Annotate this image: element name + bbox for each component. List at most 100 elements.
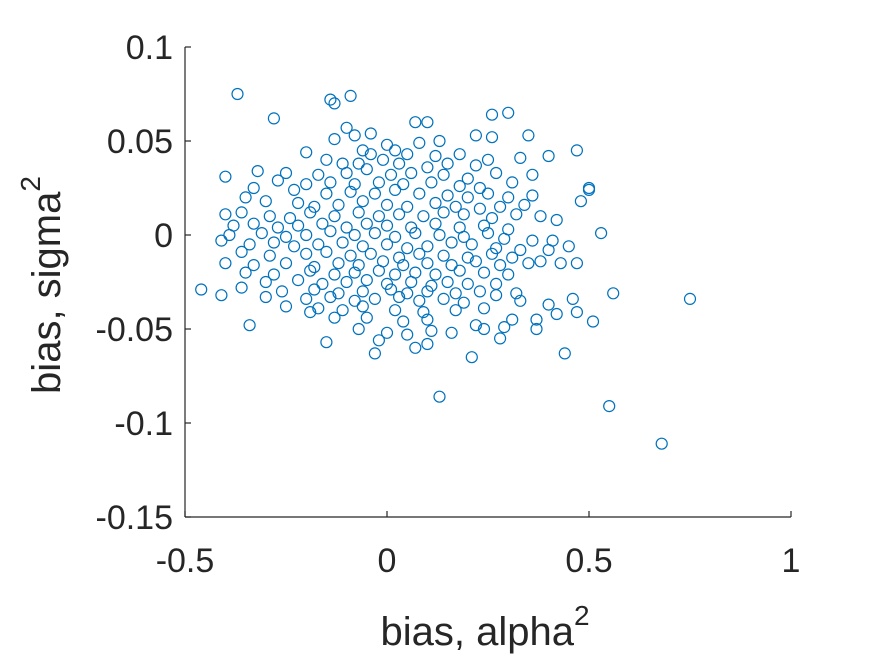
y-tick-label: -0.15 (96, 499, 174, 537)
data-point (469, 255, 482, 268)
data-point (308, 283, 321, 296)
data-point (380, 138, 394, 151)
y-tick-label: 0.05 (107, 123, 173, 161)
data-point (485, 247, 499, 260)
data-point (502, 191, 515, 204)
data-point (340, 275, 353, 289)
data-point (360, 163, 373, 176)
data-point (348, 266, 361, 279)
data-point (352, 259, 365, 272)
data-point (372, 176, 385, 189)
data-point (231, 87, 244, 101)
data-point (461, 277, 474, 290)
data-point (364, 247, 377, 260)
data-point (445, 326, 458, 339)
data-point (526, 168, 539, 181)
data-point (304, 264, 317, 277)
data-point (494, 332, 507, 345)
data-point (453, 180, 466, 193)
x-axis-label-superscript: 2 (574, 600, 590, 631)
data-point (348, 228, 361, 242)
x-tick-label: 1 (782, 542, 801, 580)
data-point (263, 210, 276, 223)
data-point (437, 168, 450, 181)
x-axis-label-text: bias, alpha (380, 610, 574, 654)
data-point (401, 200, 414, 213)
data-point (340, 221, 353, 234)
data-point (316, 277, 329, 290)
data-point (279, 230, 293, 243)
data-point (348, 129, 361, 142)
data-point (308, 260, 321, 274)
data-point (490, 166, 503, 180)
data-point (550, 307, 563, 321)
data-point (219, 208, 232, 221)
data-point (494, 259, 507, 272)
data-point (603, 400, 616, 413)
data-point (223, 228, 236, 242)
data-point (401, 148, 414, 161)
data-point (368, 227, 381, 240)
data-point (292, 274, 305, 287)
data-point (449, 200, 462, 213)
data-point (514, 294, 527, 307)
data-point (259, 195, 272, 208)
data-point (413, 247, 426, 260)
data-point (490, 277, 503, 290)
data-markers (195, 87, 697, 450)
data-point (441, 189, 454, 202)
data-point (485, 131, 499, 144)
data-point (498, 232, 511, 245)
data-point (259, 290, 272, 304)
data-point (340, 121, 353, 134)
data-point (514, 151, 527, 164)
data-point (562, 240, 575, 253)
data-point (477, 219, 491, 232)
data-point (683, 292, 697, 305)
data-point (380, 238, 394, 251)
data-point (425, 176, 438, 189)
data-point (421, 161, 434, 174)
data-point (542, 243, 555, 257)
data-point (356, 300, 369, 313)
data-point (344, 89, 357, 103)
data-point (320, 245, 333, 258)
data-point (328, 133, 341, 146)
data-point (344, 185, 357, 198)
x-tick-label: -0.5 (156, 542, 215, 580)
data-point (417, 210, 430, 223)
data-point (433, 390, 446, 403)
data-point (510, 287, 523, 300)
data-point (352, 157, 365, 170)
y-axis-label: bias, sigma2 (15, 176, 69, 394)
data-point (219, 170, 232, 183)
data-point (522, 129, 535, 142)
data-point (477, 322, 491, 336)
data-point (481, 187, 495, 200)
data-point (328, 97, 341, 110)
data-point (320, 153, 333, 166)
data-point (413, 187, 426, 200)
data-point (251, 165, 264, 178)
data-point (586, 315, 600, 328)
x-tick-label: 0 (378, 542, 397, 580)
data-point (421, 257, 434, 270)
data-point (336, 304, 349, 317)
data-point (288, 183, 301, 196)
data-point (380, 198, 394, 211)
data-point (490, 289, 503, 302)
data-point (393, 157, 406, 170)
data-point (429, 217, 442, 230)
y-tick-label: 0 (154, 217, 173, 255)
data-point (425, 324, 438, 337)
data-point (409, 116, 422, 129)
data-point (421, 116, 434, 129)
data-point (397, 259, 410, 272)
data-point (384, 283, 398, 296)
data-point (457, 296, 470, 309)
data-point (304, 206, 317, 219)
data-point (279, 300, 293, 313)
data-point (421, 313, 434, 326)
data-point (449, 304, 462, 317)
data-point (514, 243, 527, 257)
